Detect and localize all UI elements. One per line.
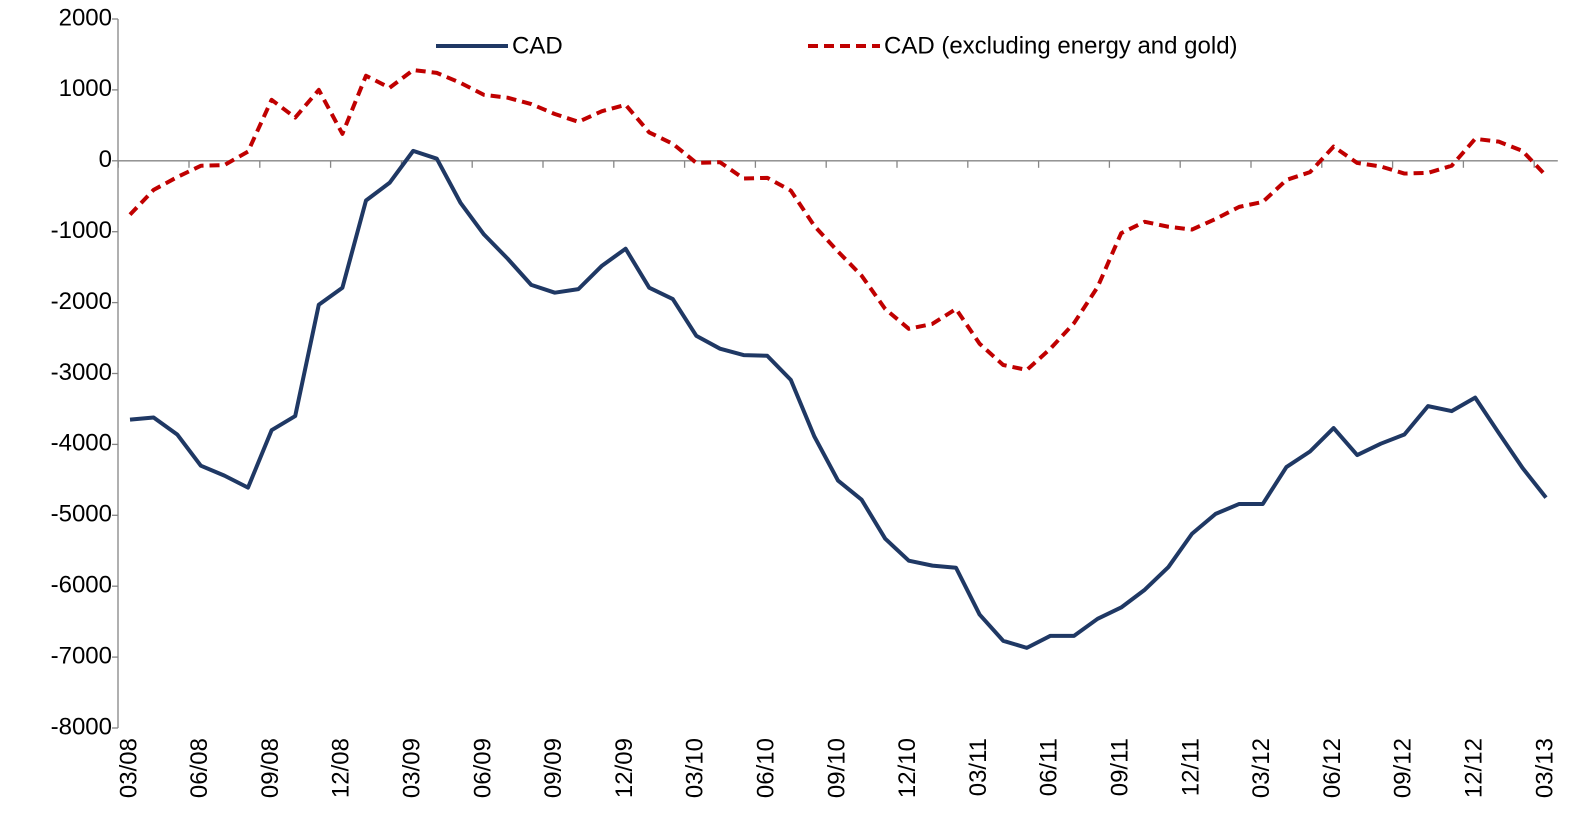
x-tick-label: 09/11 <box>1107 738 1134 796</box>
x-tick-label: 03/09 <box>399 738 426 798</box>
series-line <box>128 68 1548 372</box>
legend-label: CAD <box>512 32 563 59</box>
y-tick-label: -3000 <box>51 359 112 386</box>
x-tick-label: 03/13 <box>1531 738 1558 798</box>
x-tick-label: 03/12 <box>1248 738 1275 798</box>
y-tick-label: -1000 <box>51 217 112 244</box>
x-tick-label: 12/09 <box>611 738 638 798</box>
x-tick-label: 09/12 <box>1390 738 1417 798</box>
x-tick-label: 12/12 <box>1461 738 1488 798</box>
x-tick-label: 03/08 <box>115 738 142 798</box>
y-tick-label: 0 <box>99 146 112 173</box>
y-tick-label: 1000 <box>59 75 112 102</box>
y-tick-label: -7000 <box>51 642 112 669</box>
y-tick-label: -5000 <box>51 501 112 528</box>
series-line <box>129 148 1548 650</box>
x-tick-label: 09/08 <box>257 738 284 798</box>
x-tick-label: 12/10 <box>894 738 921 798</box>
y-tick-label: -2000 <box>51 288 112 315</box>
x-tick-label: 06/12 <box>1319 738 1346 798</box>
x-tick-label: 06/11 <box>1036 738 1063 796</box>
x-tick-label: 06/08 <box>186 738 213 798</box>
x-tick-label: 06/10 <box>753 738 780 798</box>
y-tick-label: -6000 <box>51 572 112 599</box>
x-tick-label: 03/10 <box>682 738 709 798</box>
x-tick-label: 06/09 <box>469 738 496 798</box>
y-tick-label: 2000 <box>59 4 112 31</box>
x-tick-label: 12/11 <box>1177 738 1204 796</box>
y-tick-label: -8000 <box>51 713 112 740</box>
legend-label: CAD (excluding energy and gold) <box>884 32 1238 59</box>
x-tick-label: 09/09 <box>540 738 567 798</box>
y-tick-label: -4000 <box>51 430 112 457</box>
x-tick-label: 03/11 <box>965 738 992 796</box>
x-tick-label: 09/10 <box>823 738 850 798</box>
x-tick-label: 12/08 <box>328 738 355 798</box>
